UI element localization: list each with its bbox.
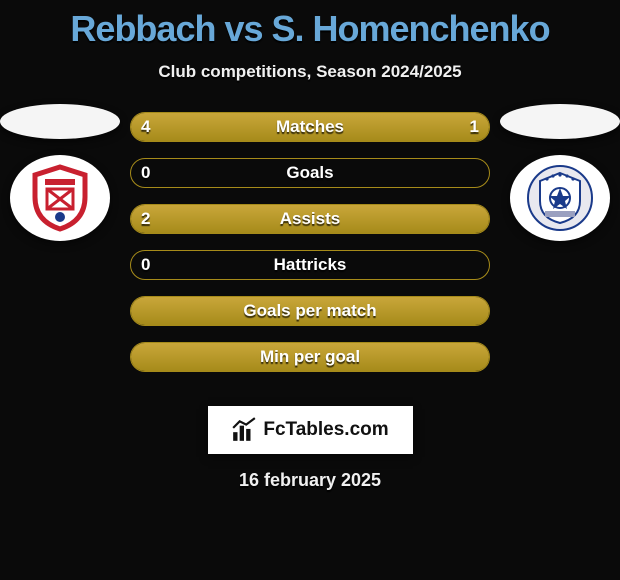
club-left-crest-icon [25,163,95,233]
stat-row: Goals per match [130,296,490,326]
stat-value-left: 4 [141,113,150,141]
stat-value-left: 0 [141,251,150,279]
stat-row: Assists2 [130,204,490,234]
club-right-crest-icon [525,163,595,233]
bar-chart-icon [231,417,257,443]
stat-label: Goals per match [131,297,489,325]
comparison-date: 16 february 2025 [0,470,620,491]
stat-row: Hattricks0 [130,250,490,280]
stat-label: Hattricks [131,251,489,279]
stat-label: Goals [131,159,489,187]
player-right-photo-placeholder [500,104,620,139]
stat-value-right: 1 [470,113,479,141]
player-left-column [0,104,120,241]
club-left-badge [10,155,110,241]
stat-value-left: 0 [141,159,150,187]
comparison-subtitle: Club competitions, Season 2024/2025 [0,62,620,82]
stat-label: Matches [131,113,489,141]
branding-text: FcTables.com [263,419,388,441]
stat-row: Matches4 1 [130,112,490,142]
club-right-badge [510,155,610,241]
comparison-body: Matches41Goals0Assists2Hattricks0Goals p… [0,112,620,392]
stat-row: Min per goal [130,342,490,372]
stat-value-left: 2 [141,205,150,233]
stat-row: Goals0 [130,158,490,188]
comparison-title: Rebbach vs S. Homenchenko [0,0,620,50]
stat-label: Min per goal [131,343,489,371]
branding-banner: FcTables.com [208,406,413,454]
stat-bars: Matches41Goals0Assists2Hattricks0Goals p… [130,112,490,372]
player-left-photo-placeholder [0,104,120,139]
stat-label: Assists [131,205,489,233]
player-right-column [500,104,620,241]
